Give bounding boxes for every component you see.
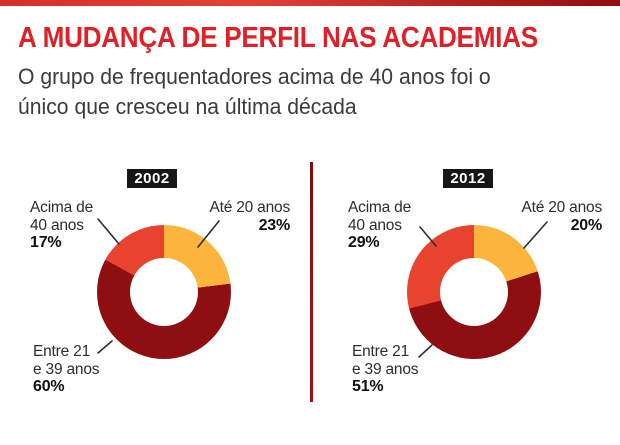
subtitle-line-1: O grupo de frequentadores acima de 40 an…	[18, 64, 491, 89]
callout-percent: 23%	[258, 216, 291, 234]
callout-2002-acima-de-40: Acima de 40 anos 17%	[30, 199, 110, 252]
callout-label: Até 20 anos	[521, 199, 602, 216]
subtitle: O grupo de frequentadores acima de 40 an…	[18, 62, 491, 121]
callout-2002-ate-20: Até 20 anos 23%	[195, 199, 290, 234]
callout-label: Entre 21	[352, 343, 409, 360]
callout-label: 40 anos	[348, 216, 402, 234]
callout-percent: 17%	[30, 234, 62, 251]
callout-2002-entre-21-39: Entre 21 e 39 anos 60%	[33, 343, 123, 396]
donut-chart-2002	[97, 225, 231, 359]
donut-hole	[440, 258, 508, 326]
charts-divider	[310, 162, 313, 402]
donut-hole	[130, 258, 198, 326]
callout-label: Entre 21	[33, 343, 90, 360]
callout-percent: 29%	[348, 234, 380, 251]
year-badge-2002: 2002	[127, 169, 177, 188]
top-accent-bar	[0, 0, 620, 6]
callout-label: 40 anos	[30, 216, 84, 234]
subtitle-line-2: único que cresceu na última década	[18, 93, 357, 119]
callout-percent: 51%	[352, 378, 384, 395]
callout-label: e 39 anos	[33, 360, 100, 378]
year-badge-2012: 2012	[443, 169, 493, 188]
callout-label: Até 20 anos	[209, 199, 290, 216]
callout-label: Acima de	[30, 199, 94, 216]
callout-label: Acima de	[348, 199, 412, 216]
callout-2012-acima-de-40: Acima de 40 anos 29%	[348, 199, 428, 252]
callout-2012-ate-20: Até 20 anos 20%	[508, 199, 602, 234]
page-title: A MUDANÇA DE PERFIL NAS ACADEMIAS	[18, 22, 538, 54]
callout-percent: 20%	[570, 216, 603, 234]
donut-chart-2012	[407, 225, 541, 359]
callout-label: e 39 anos	[352, 360, 419, 378]
callout-2012-entre-21-39: Entre 21 e 39 anos 51%	[352, 343, 442, 396]
callout-percent: 60%	[33, 378, 65, 395]
